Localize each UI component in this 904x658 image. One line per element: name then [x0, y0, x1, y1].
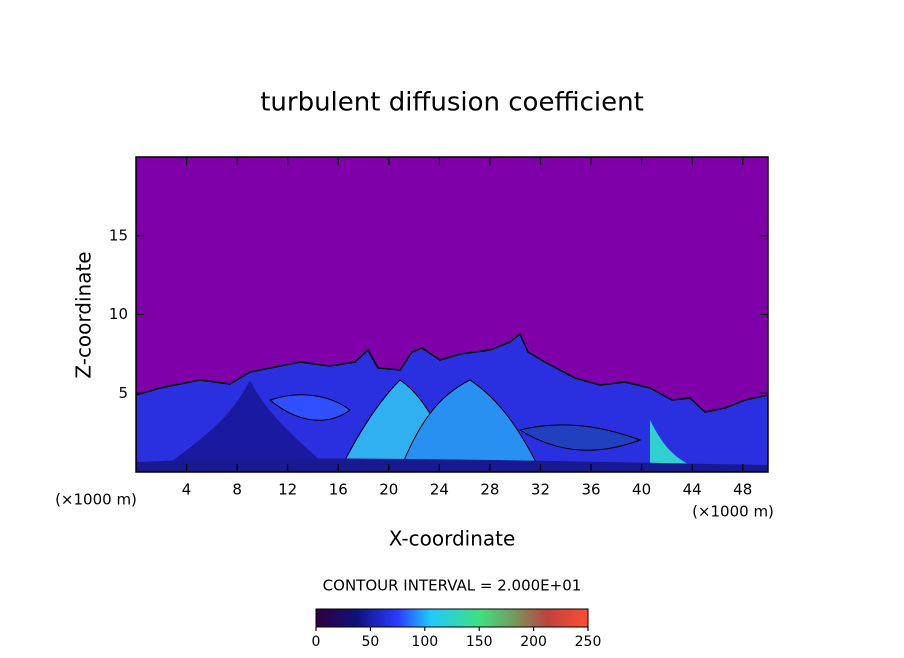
- colorbar-tick-label: 200: [520, 634, 547, 650]
- y-tick-label: 15: [109, 226, 128, 244]
- field-band: [650, 420, 690, 465]
- x-tick-label: 12: [278, 481, 297, 499]
- field-band: [518, 424, 642, 451]
- colorbar-tick-label: 50: [361, 634, 379, 650]
- field-band: [399, 379, 541, 471]
- colorbar-tick-label: 150: [466, 634, 493, 650]
- x-tick-label: 28: [480, 481, 499, 499]
- x-tick-label: 8: [232, 481, 242, 499]
- chart-title: turbulent diffusion coefficient: [260, 88, 644, 118]
- colorbar: [315, 608, 589, 628]
- x-unit-label: (×1000 m): [692, 503, 774, 521]
- colorbar-tick-label: 100: [411, 634, 438, 650]
- x-axis-label: X-coordinate: [389, 527, 516, 551]
- colorbar-tick-label: 250: [575, 634, 602, 650]
- x-unit-label: (×1000 m): [55, 491, 137, 509]
- field-band: [160, 380, 330, 470]
- x-tick-label: 24: [430, 481, 449, 499]
- y-axis-label: Z-coordinate: [72, 251, 96, 378]
- contour-interval: CONTOUR INTERVAL = 2.000E+01: [323, 577, 582, 595]
- y-tick-label: 10: [109, 305, 128, 323]
- x-tick-label: 20: [379, 481, 398, 499]
- field: [136, 157, 768, 472]
- x-tick-label: 48: [733, 481, 752, 499]
- x-tick-label: 44: [683, 481, 702, 499]
- x-tick-label: 32: [531, 481, 550, 499]
- field-band: [136, 458, 768, 472]
- x-tick-label: 16: [329, 481, 348, 499]
- x-tick-label: 36: [581, 481, 600, 499]
- field-band: [268, 394, 351, 421]
- x-tick-label: 4: [182, 481, 192, 499]
- colorbar-tick-label: 0: [312, 634, 321, 650]
- x-tick-label: 40: [632, 481, 651, 499]
- y-tick-label: 5: [118, 384, 128, 402]
